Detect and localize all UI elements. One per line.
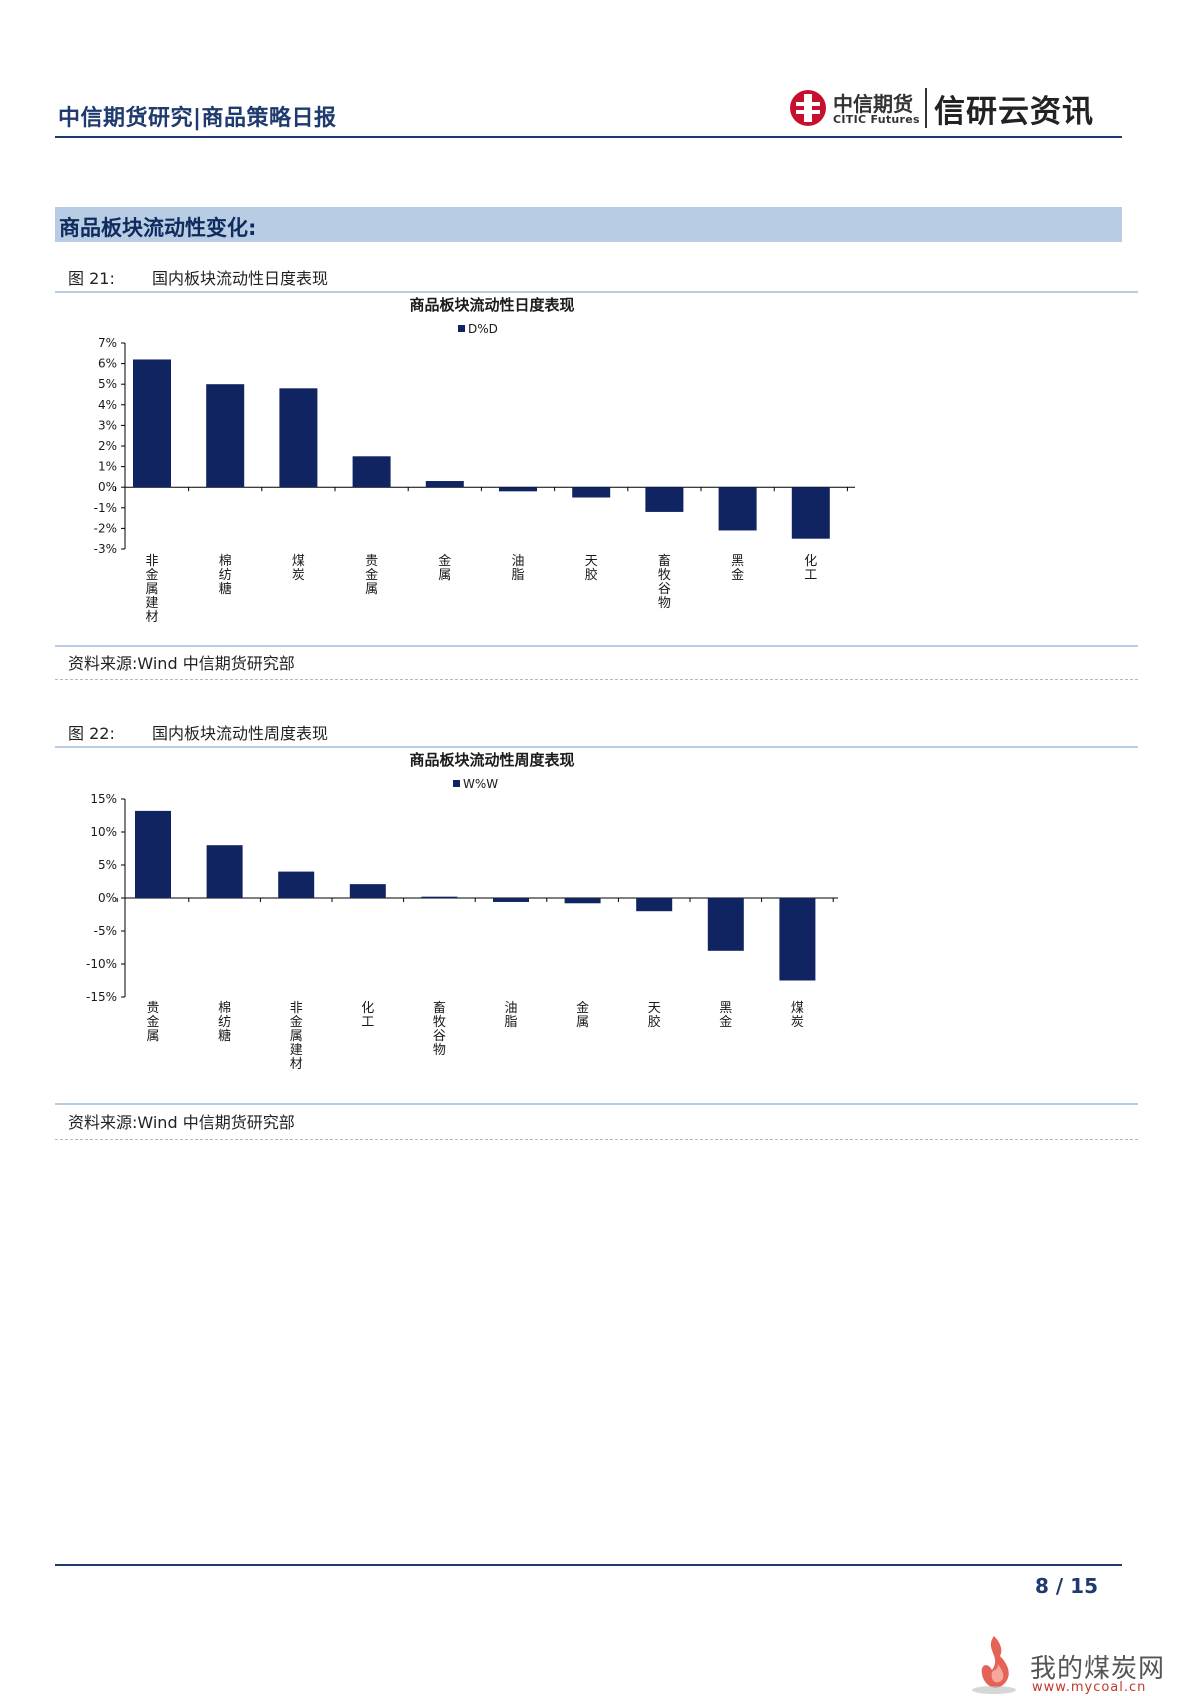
y-tick-label: -2%	[94, 521, 117, 535]
bar	[645, 487, 684, 512]
category-label: 化工	[361, 1001, 374, 1030]
figure-21-bottom-rule	[55, 679, 1138, 680]
bar	[421, 896, 458, 898]
figure-number: 图 22:	[68, 724, 115, 743]
bar	[707, 898, 744, 951]
chart-title: 商品板块流动性周度表现	[409, 751, 574, 769]
bar	[278, 871, 315, 898]
y-tick-label: 2%	[98, 439, 117, 453]
footer-divider	[55, 1564, 1122, 1566]
category-label: 畜牧谷物	[658, 553, 671, 611]
y-tick-label: 7%	[98, 336, 117, 350]
category-label: 天胶	[585, 554, 598, 583]
watermark-site-name: 我的煤炭网	[1030, 1654, 1166, 1684]
category-label: 油脂	[504, 1001, 517, 1030]
section-heading: 商品板块流动性变化:	[55, 207, 1122, 242]
category-label: 畜牧谷物	[433, 1000, 446, 1058]
y-tick-label: -10%	[86, 957, 117, 971]
y-tick-label: -15%	[86, 990, 117, 1004]
y-tick-label: 15%	[90, 792, 117, 806]
page-number: 8 / 15	[1035, 1574, 1098, 1598]
weekly-liquidity-chart: 商品板块流动性周度表现 W%W 15% 10% 5% 0% -5% -10% -15% 贵金属 棉纺…	[86, 751, 838, 1072]
category-label: 贵金属	[365, 554, 378, 597]
legend-swatch	[453, 780, 460, 787]
y-tick-label: 3%	[98, 418, 117, 432]
y-tick-label: 10%	[90, 825, 117, 839]
y-tick-label: 5%	[98, 377, 117, 391]
bar	[133, 359, 171, 488]
figure-22-bottom-rule	[55, 1139, 1138, 1140]
category-label: 黑金	[731, 554, 744, 583]
category-label: 煤炭	[791, 1001, 804, 1030]
bar	[791, 487, 830, 539]
figure-21-source-rule	[55, 645, 1138, 647]
report-title: 中信期货研究|商品策略日报	[58, 106, 337, 131]
bar	[206, 845, 243, 898]
flame-logo-icon	[972, 1636, 1016, 1694]
bar	[352, 456, 391, 488]
figure-title: 国内板块流动性日度表现	[152, 269, 329, 288]
logo-chinese-name: 中信期货	[833, 92, 913, 116]
daily-liquidity-chart: 商品板块流动性日度表现 D%D 7% 6% 5% 4% 3% 2% 1% 0% -1% -2% -3% 非…	[94, 296, 855, 625]
category-label: 棉纺糖	[219, 554, 232, 597]
y-tick-label: -3%	[94, 542, 117, 556]
category-label: 化工	[804, 554, 817, 583]
category-label: 金属	[438, 553, 451, 583]
chart-title: 商品板块流动性日度表现	[409, 296, 574, 314]
bar	[499, 487, 537, 492]
bar	[349, 884, 386, 898]
bar	[636, 898, 673, 912]
section-title: 商品板块流动性变化:	[59, 216, 257, 240]
header-divider	[55, 136, 1122, 138]
figure-21-top-rule	[55, 291, 1138, 293]
bar	[206, 384, 245, 488]
bar	[779, 898, 816, 981]
category-label: 贵金属	[146, 1001, 159, 1044]
y-tick-label: 1%	[98, 460, 117, 474]
figure-22-source-rule	[55, 1103, 1138, 1105]
legend-swatch	[458, 325, 465, 332]
y-tick-label: 0%	[98, 891, 117, 905]
legend-label: D%D	[468, 322, 498, 336]
bar	[564, 898, 601, 904]
company-logo: 中信期货 CITIC Futures 信研云资讯	[788, 86, 1126, 132]
category-label: 煤炭	[292, 554, 305, 583]
citic-logo-icon	[790, 90, 826, 126]
figure-21-source: 资料来源:Wind 中信期货研究部	[68, 654, 295, 673]
watermark-url: www.mycoal.cn	[1032, 1680, 1147, 1695]
bar	[572, 487, 611, 498]
category-label: 黑金	[719, 1001, 732, 1030]
y-tick-label: 5%	[98, 858, 117, 872]
figure-number: 图 21:	[68, 269, 115, 288]
figure-22-source: 资料来源:Wind 中信期货研究部	[68, 1113, 295, 1132]
y-tick-label: 4%	[98, 398, 117, 412]
category-label: 天胶	[648, 1001, 661, 1030]
bar	[493, 898, 529, 902]
bar	[279, 388, 318, 488]
category-label: 非金属建材	[145, 554, 158, 625]
category-label: 非金属建材	[290, 1001, 303, 1072]
figure-title: 国内板块流动性周度表现	[152, 724, 329, 743]
y-tick-label: -1%	[94, 501, 117, 515]
category-label: 棉纺糖	[218, 1001, 231, 1044]
y-tick-label: 6%	[98, 357, 117, 371]
category-label: 金属	[576, 1000, 589, 1030]
legend-label: W%W	[463, 777, 498, 791]
logo-slogan: 信研云资讯	[934, 94, 1094, 130]
bar	[425, 481, 464, 488]
figure-22-top-rule	[55, 746, 1138, 748]
y-tick-label: 0%	[98, 480, 117, 494]
bar	[135, 810, 171, 898]
bar	[718, 487, 757, 531]
y-tick-label: -5%	[94, 924, 117, 938]
logo-separator	[925, 88, 927, 128]
category-label: 油脂	[511, 554, 524, 583]
logo-english-name: CITIC Futures	[833, 113, 920, 126]
